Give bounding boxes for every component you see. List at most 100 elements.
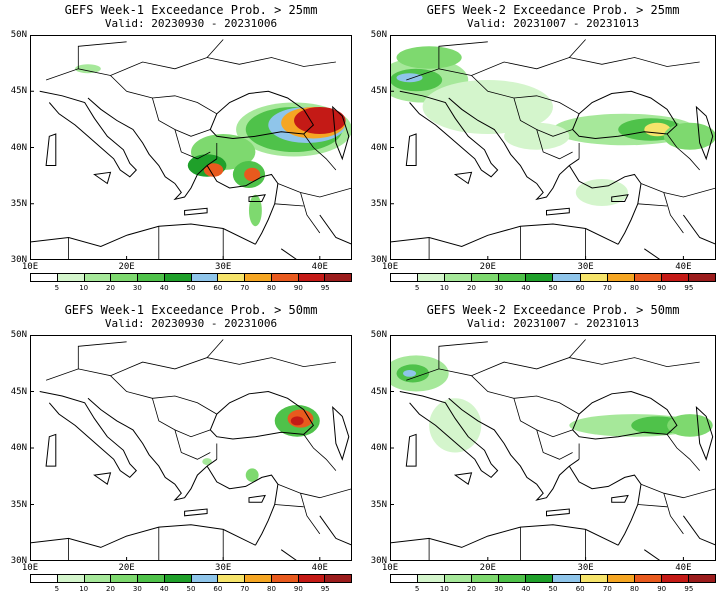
colorbar-swatch	[271, 575, 299, 582]
coastline	[644, 248, 661, 260]
colorbar-swatch	[391, 575, 419, 582]
probability-region	[75, 64, 101, 74]
coastline	[617, 183, 642, 245]
coastline	[453, 171, 473, 185]
colorbar-swatch	[445, 575, 473, 582]
longitude-label: 40E	[675, 563, 692, 573]
longitude-label: 20E	[118, 563, 135, 573]
colorbar-swatch	[661, 274, 689, 281]
colorbar-label: 5	[54, 284, 60, 292]
colorbar-label: 95	[684, 585, 694, 593]
coastline	[682, 515, 716, 546]
coastline	[572, 90, 678, 140]
coastline	[87, 397, 176, 485]
colorbar-swatch	[245, 274, 272, 281]
colorbar-swatch	[57, 575, 85, 582]
colorbar-swatch	[472, 575, 500, 582]
country-border	[513, 398, 573, 438]
colorbar-label: 40	[159, 284, 169, 292]
coastline	[535, 458, 580, 501]
coastline	[280, 549, 298, 561]
longitude-label: 20E	[118, 262, 135, 272]
coastline	[535, 158, 580, 201]
coastline	[405, 133, 417, 166]
country-border	[174, 129, 211, 160]
country-border	[45, 57, 336, 81]
longitude-label: 10E	[21, 262, 39, 272]
colorbar-label: 70	[240, 585, 250, 593]
coastline	[209, 390, 315, 440]
probability-region	[396, 73, 423, 83]
probability-region	[504, 122, 570, 150]
colorbar-swatch	[111, 274, 138, 281]
longitude-label: 10E	[381, 563, 399, 573]
coastline	[332, 406, 350, 461]
country-border	[663, 493, 684, 535]
probability-region	[663, 122, 716, 150]
colorbar-label: 95	[684, 284, 694, 292]
country-border	[300, 192, 321, 234]
colorbar-label: 10	[439, 284, 449, 292]
colorbar-label: 20	[106, 284, 115, 292]
latitude-label: 35N	[10, 499, 27, 510]
colorbar-swatch	[138, 274, 165, 281]
country-border	[637, 504, 668, 508]
country-border	[300, 493, 321, 535]
coastline	[695, 406, 714, 461]
colorbar-swatch	[31, 575, 58, 582]
longitude-label: 20E	[479, 563, 496, 573]
colorbar-label: 30	[494, 284, 504, 292]
country-border	[303, 133, 337, 171]
coastline	[254, 183, 279, 245]
latitude-label: 40N	[370, 142, 387, 153]
colorbar-label: 90	[657, 585, 667, 593]
colorbar-swatch	[445, 274, 473, 281]
longitude-label: 30E	[215, 563, 232, 573]
coastline	[30, 223, 256, 248]
country-border	[77, 41, 127, 69]
probability-region	[245, 468, 259, 482]
colorbar-label: 20	[467, 585, 476, 593]
latitude-label: 35N	[370, 198, 387, 209]
colorbar-label: 20	[106, 585, 115, 593]
coastline	[173, 158, 218, 201]
coastline	[568, 165, 642, 189]
coastline	[39, 391, 137, 479]
colorbar-swatch	[418, 575, 446, 582]
colorbar-swatch	[634, 274, 662, 281]
colorbar-swatch	[191, 575, 219, 582]
country-border	[663, 192, 684, 234]
latitude-label: 50N	[370, 30, 387, 40]
colorbar	[390, 273, 716, 282]
country-border	[274, 203, 304, 207]
coastline	[280, 248, 298, 260]
longitude-label: 40E	[311, 262, 328, 272]
panel-title: GEFS Week-1 Exceedance Prob. > 50mm	[64, 303, 318, 317]
longitude-label: 30E	[215, 262, 232, 272]
country-border	[536, 129, 573, 160]
colorbar-swatch	[553, 274, 581, 281]
map-plot-area	[390, 335, 716, 561]
country-border	[77, 341, 127, 369]
panel-valid-dates: Valid: 20230930 - 20231006	[104, 317, 278, 330]
coastline	[453, 472, 473, 486]
latitude-label: 30N	[10, 255, 27, 265]
colorbar-swatch	[84, 274, 112, 281]
colorbar-label: 10	[79, 284, 89, 292]
colorbar-label: 80	[267, 585, 276, 593]
colorbar-label: 80	[630, 284, 639, 292]
coastline	[254, 484, 279, 546]
coastline	[39, 90, 137, 178]
coastline	[87, 97, 176, 184]
colorbar-swatch	[391, 274, 419, 281]
colorbar-swatch	[499, 575, 527, 582]
panel-valid-dates: Valid: 20230930 - 20231006	[104, 17, 278, 30]
colorbar-label: 40	[521, 284, 531, 292]
panel-title: GEFS Week-2 Exceedance Prob. > 25mm	[426, 3, 680, 17]
coastline	[405, 433, 417, 467]
latitude-label: 45N	[10, 386, 27, 397]
colorbar-swatch	[245, 575, 272, 582]
colorbar-swatch	[661, 575, 689, 582]
colorbar-label: 70	[240, 284, 250, 292]
